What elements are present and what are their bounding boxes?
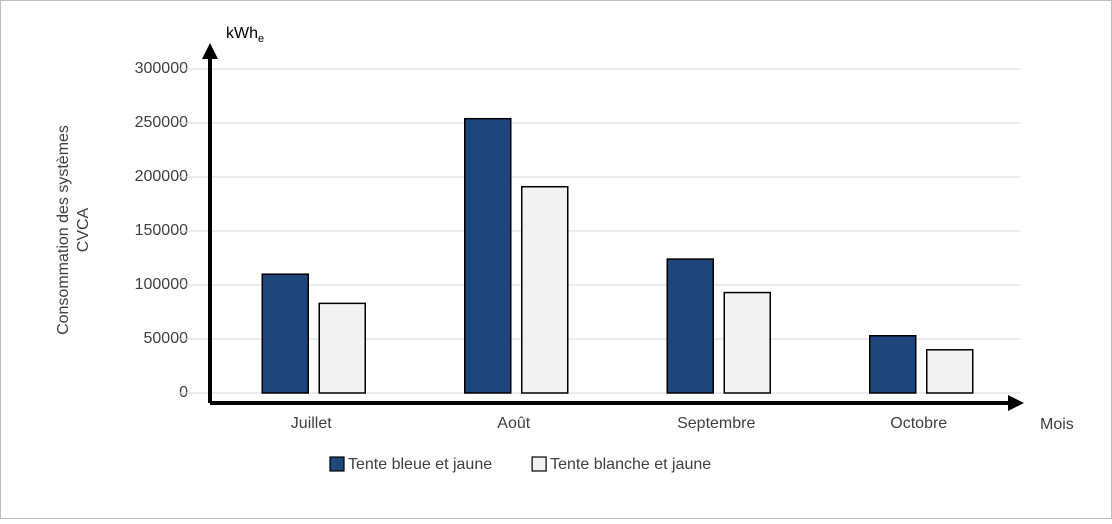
x-tick-label: Juillet — [291, 415, 332, 432]
bar — [261, 273, 309, 394]
y-tick-label: 50000 — [144, 330, 189, 347]
legend-label: Tente blanche et jaune — [550, 456, 711, 473]
x-tick-label: Octobre — [890, 415, 947, 432]
y-axis-title-line: CVCA — [75, 207, 92, 252]
x-tick-label: Août — [497, 415, 530, 432]
bar — [926, 349, 974, 394]
x-axis-arrow — [1008, 395, 1024, 411]
bar — [723, 291, 771, 394]
y-unit-main: kWh — [226, 25, 258, 42]
y-tick-label: 150000 — [135, 222, 188, 239]
bar — [318, 302, 366, 394]
y-tick-label: 300000 — [135, 60, 188, 77]
x-axis-title: Mois — [1040, 416, 1074, 433]
bar — [464, 117, 512, 394]
y-axis-title-line: Consommation des systèmes — [55, 125, 72, 335]
legend-swatch — [329, 456, 345, 472]
x-tick-label: Septembre — [677, 415, 755, 432]
y-tick-label: 200000 — [135, 168, 188, 185]
legend-label: Tente bleue et jaune — [348, 456, 492, 473]
y-tick-label: 100000 — [135, 276, 188, 293]
y-axis-arrow — [202, 43, 218, 59]
bar — [869, 335, 917, 394]
legend-swatch — [531, 456, 547, 472]
y-tick-label: 250000 — [135, 114, 188, 131]
bar — [521, 185, 569, 394]
y-unit: kWhe — [226, 25, 264, 45]
bar — [666, 258, 714, 394]
y-axis-title: Consommation des systèmes CVCA — [55, 125, 92, 335]
y-unit-subscript: e — [258, 33, 264, 45]
